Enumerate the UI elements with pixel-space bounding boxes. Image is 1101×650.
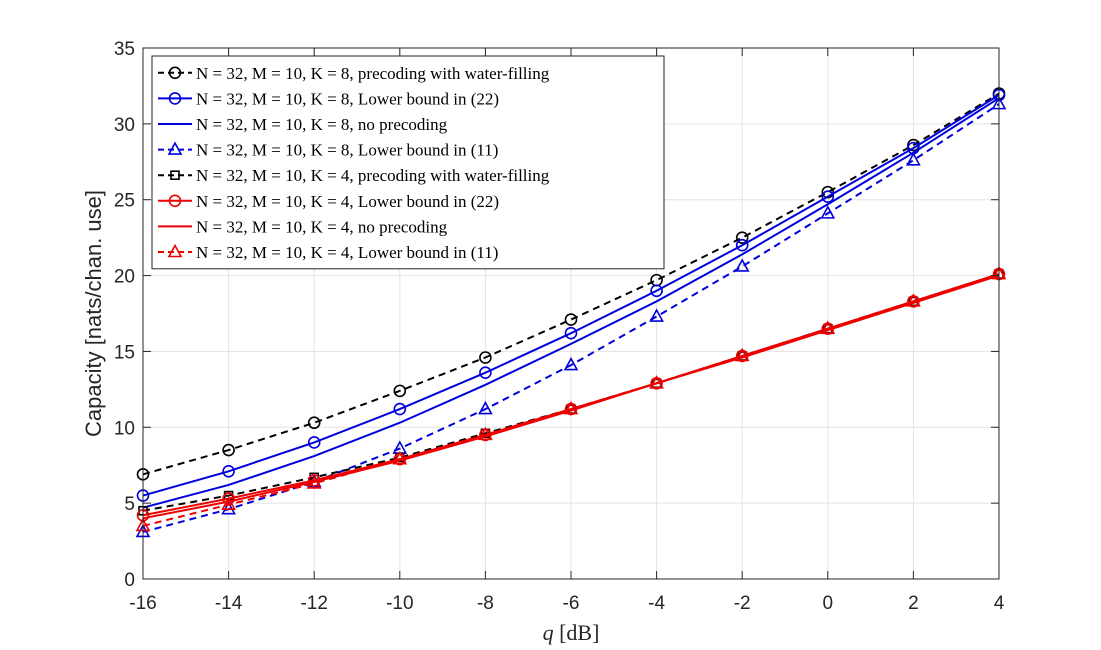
data-point	[735, 231, 749, 244]
data-point	[735, 238, 749, 252]
data-point	[906, 152, 921, 166]
data-point	[478, 426, 493, 441]
legend-marker	[167, 141, 183, 155]
x-tick-label: -12	[300, 593, 327, 614]
x-tick-labels: -16 -14 -12 -10 -8 -6 -4 -2 0 2 4	[129, 593, 1004, 614]
legend-entry: N = 32, M = 10, K = 8, Lower bound in (1…	[196, 141, 498, 160]
series-line	[142, 273, 1000, 517]
data-point	[820, 205, 836, 219]
x-axis-label: q [dB]	[543, 620, 600, 645]
data-point	[393, 384, 407, 398]
y-tick-label: 15	[114, 342, 135, 363]
legend-marker	[170, 170, 180, 180]
x-tick-label: 0	[823, 593, 834, 614]
legend-marker	[167, 243, 183, 258]
data-point	[478, 400, 493, 415]
y-tick-label: 35	[114, 39, 135, 60]
data-point	[479, 366, 492, 379]
tick-marks	[142, 47, 1000, 580]
y-tick-label: 20	[114, 267, 135, 288]
x-tick-label: -8	[477, 593, 494, 614]
y-axis-label: Capacity [nats/chan. use]	[81, 190, 106, 437]
x-tick-label: -2	[734, 593, 751, 614]
x-tick-label: -4	[648, 593, 665, 614]
data-point	[393, 402, 407, 416]
legend: N = 32, M = 10, K = 8, precoding with wa…	[151, 55, 665, 270]
series-line	[142, 92, 1000, 476]
data-point	[649, 375, 664, 389]
y-tick-label: 30	[114, 115, 135, 136]
data-point	[392, 450, 408, 465]
legend-marker	[168, 92, 182, 105]
data-point	[734, 347, 750, 362]
legend-entry: N = 32, M = 10, K = 8, Lower bound in (2…	[196, 89, 499, 108]
series-line	[142, 274, 1000, 520]
legend-box	[151, 55, 665, 270]
data-point	[650, 284, 663, 298]
legend-marker	[168, 66, 182, 80]
data-point	[306, 475, 322, 489]
y-tick-label: 5	[124, 494, 135, 515]
legend-entry: N = 32, M = 10, K = 8, no precoding	[196, 115, 448, 134]
data-point	[307, 416, 321, 430]
data-point	[222, 464, 235, 478]
series-3	[142, 97, 1000, 509]
x-tick-label: -16	[129, 593, 156, 614]
legend-marker	[168, 194, 182, 208]
data-point	[479, 351, 492, 364]
series-7	[142, 274, 1000, 520]
data-point	[734, 258, 750, 272]
x-axis-label-symbol: q	[543, 620, 554, 645]
data-point	[563, 356, 579, 371]
y-tick-label: 25	[114, 191, 135, 212]
series-line	[142, 273, 1000, 512]
series-line	[142, 273, 1000, 527]
legend-entry: N = 32, M = 10, K = 4, precoding with wa…	[196, 166, 550, 185]
series-line	[142, 94, 1000, 497]
data-point	[820, 320, 836, 334]
data-point	[564, 313, 578, 326]
legend-entry: N = 32, M = 10, K = 4, Lower bound in (1…	[196, 243, 498, 262]
series-line	[142, 97, 1000, 509]
data-point	[649, 308, 664, 322]
legend-entry: N = 32, M = 10, K = 8, precoding with wa…	[196, 64, 550, 83]
x-tick-label: 4	[994, 593, 1005, 614]
x-tick-label: -10	[386, 593, 413, 614]
data-point	[564, 326, 578, 340]
y-tick-label: 10	[114, 418, 135, 439]
data-point	[563, 400, 579, 415]
data-point	[821, 190, 835, 203]
data-point	[307, 436, 321, 449]
x-tick-label: -6	[563, 593, 580, 614]
data-point	[906, 293, 921, 307]
x-tick-label: -14	[215, 593, 243, 614]
legend-entry: N = 32, M = 10, K = 4, no precoding	[196, 217, 448, 236]
y-tick-label: 0	[124, 570, 135, 591]
data-point	[221, 496, 236, 510]
series-layer	[135, 87, 1007, 538]
x-axis-label-unit: [dB]	[554, 620, 600, 645]
x-tick-label: 2	[908, 593, 919, 614]
legend-entry: N = 32, M = 10, K = 4, Lower bound in (2…	[196, 192, 499, 211]
y-tick-labels: 0 5 10 15 20 25 30 35	[114, 39, 135, 591]
data-point	[221, 501, 236, 515]
data-point	[222, 443, 235, 457]
